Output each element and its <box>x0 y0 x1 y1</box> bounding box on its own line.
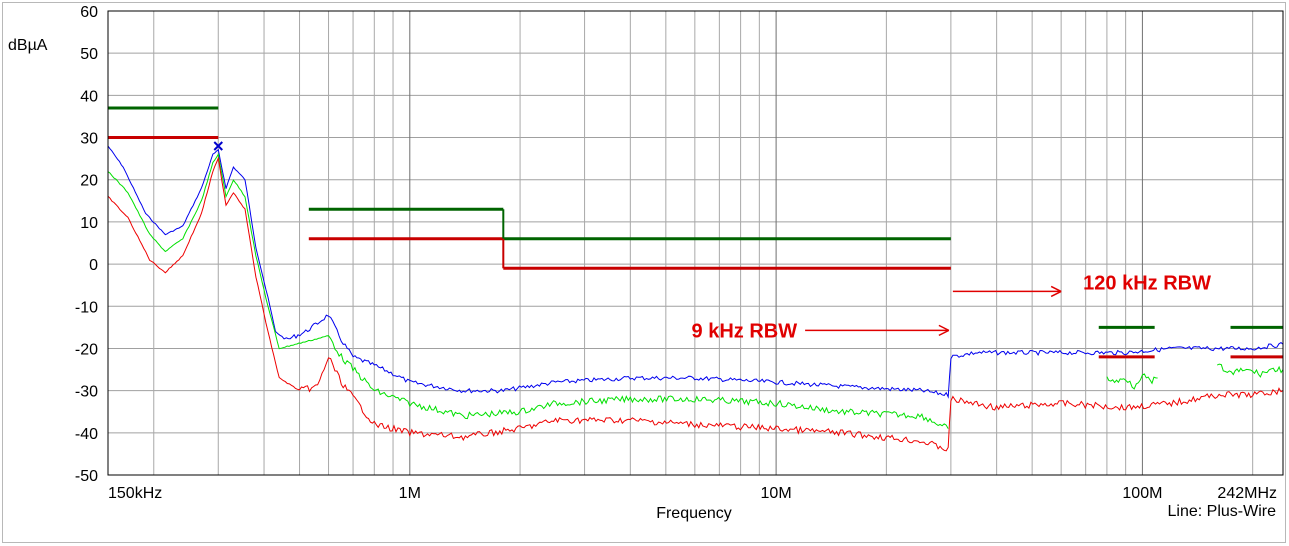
y-tick-label: 50 <box>80 46 98 63</box>
series-line-green <box>1216 363 1284 378</box>
series-line-red <box>107 156 1284 452</box>
limit-lines <box>108 106 1283 359</box>
x-tick-label: 100M <box>1122 485 1162 502</box>
y-tick-labels: 60 50 40 30 20 10 0 -10 -20 -30 -40 -50 <box>75 4 98 485</box>
peak-marker <box>213 141 223 151</box>
y-tick-label: -10 <box>75 299 98 316</box>
rbw-label-9: 9 kHz RBW <box>692 320 798 342</box>
y-tick-label: -30 <box>75 384 98 401</box>
series-line-green <box>107 152 949 429</box>
series-lines <box>107 141 1284 452</box>
rbw-arrow-120-head <box>1050 285 1062 298</box>
y-tick-label: 10 <box>80 215 98 232</box>
rbw-label-120: 120 kHz RBW <box>1083 272 1211 294</box>
series-line-blue <box>107 145 1284 399</box>
annotations: 120 kHz RBW 9 kHz RBW <box>692 272 1212 342</box>
y-tick-label: -40 <box>75 426 98 443</box>
x-tick-label: 242MHz <box>1217 485 1277 502</box>
y-tick-label: 40 <box>80 88 98 105</box>
series-line-green <box>1106 373 1158 390</box>
y-tick-label: -50 <box>75 468 98 485</box>
x-tick-label: 150kHz <box>108 485 162 502</box>
x-tick-label: 10M <box>761 485 792 502</box>
x-tick-label: 1M <box>399 485 421 502</box>
y-tick-label: 20 <box>80 173 98 190</box>
line-note: Line: Plus-Wire <box>1168 503 1277 520</box>
y-axis-label: dBµA <box>8 37 48 54</box>
grid-lines <box>108 10 1283 476</box>
y-tick-label: -20 <box>75 341 98 358</box>
plot-area <box>107 10 1284 476</box>
y-tick-label: 30 <box>80 131 98 148</box>
x-axis-label: Frequency <box>656 505 732 522</box>
y-tick-label: 60 <box>80 4 98 21</box>
y-tick-label: 0 <box>89 257 98 274</box>
rbw-arrow-9-head <box>938 324 950 337</box>
x-tick-labels: 150kHz 1M 10M 100M 242MHz <box>108 485 1277 502</box>
